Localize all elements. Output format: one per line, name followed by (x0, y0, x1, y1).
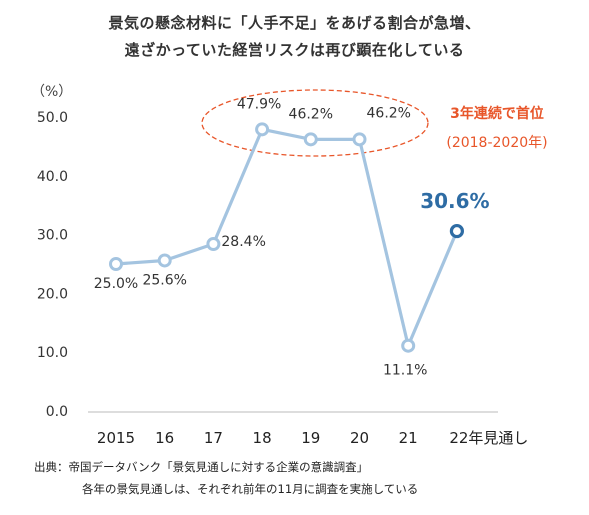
data-point (449, 223, 464, 239)
series-line-segment (406, 229, 459, 348)
data-label: 28.4% (221, 234, 265, 250)
y-tick-label: 0.0 (46, 404, 68, 420)
data-label: 25.0% (94, 276, 138, 292)
data-point (255, 122, 270, 137)
data-point (303, 132, 318, 147)
series-line-segment (163, 242, 215, 263)
data-label: 25.6% (142, 272, 186, 288)
series-line-segment (357, 137, 410, 348)
highlight-data-label: 30.6% (420, 189, 489, 213)
x-tick-label: 20 (350, 429, 369, 447)
series-line-segment (114, 258, 167, 266)
callout-subtitle: (2018-2020年) (446, 135, 547, 151)
data-point (157, 253, 172, 268)
data-label: 46.2% (289, 106, 333, 122)
x-tick-label: 16 (155, 429, 174, 447)
source-line-2: 各年の景気見通しは、それぞれ前年の11月に調査を実施している (82, 482, 419, 496)
x-tick-label: 18 (253, 429, 272, 447)
data-point (401, 338, 416, 353)
x-tick-label: 2015 (97, 429, 135, 447)
y-tick-label: 40.0 (37, 169, 68, 185)
callout-title: 3年連続で首位 (450, 105, 544, 122)
x-tick-label: 21 (399, 429, 418, 447)
x-tick-label: 17 (204, 429, 223, 447)
x-tick-label: 19 (301, 429, 320, 447)
y-tick-label: 20.0 (37, 286, 68, 302)
unit-label: （%） (31, 84, 73, 100)
data-point (206, 237, 221, 252)
y-tick-label: 50.0 (37, 110, 68, 126)
data-label: 46.2% (367, 105, 411, 121)
chart-title-line-1: 景気の懸念材料に「人手不足」をあげる割合が急増、 (108, 14, 481, 32)
data-point (109, 257, 123, 271)
chart-title-line-2: 遠ざかっていた経営リスクは再び顕在化している (124, 41, 465, 59)
highlight-ellipse (201, 89, 429, 157)
x-tick-label: 22年見通し (449, 429, 528, 447)
data-label: 47.9% (237, 96, 281, 112)
series-line-segment (260, 127, 313, 141)
data-point (352, 132, 367, 147)
source-line-1: 出典：帝国データバンク「景気見通しに対する企業の意識調査」 (34, 460, 369, 474)
y-tick-label: 30.0 (37, 228, 68, 244)
series-line-segment (211, 127, 264, 246)
y-tick-label: 10.0 (37, 345, 68, 361)
data-label: 11.1% (383, 363, 427, 379)
